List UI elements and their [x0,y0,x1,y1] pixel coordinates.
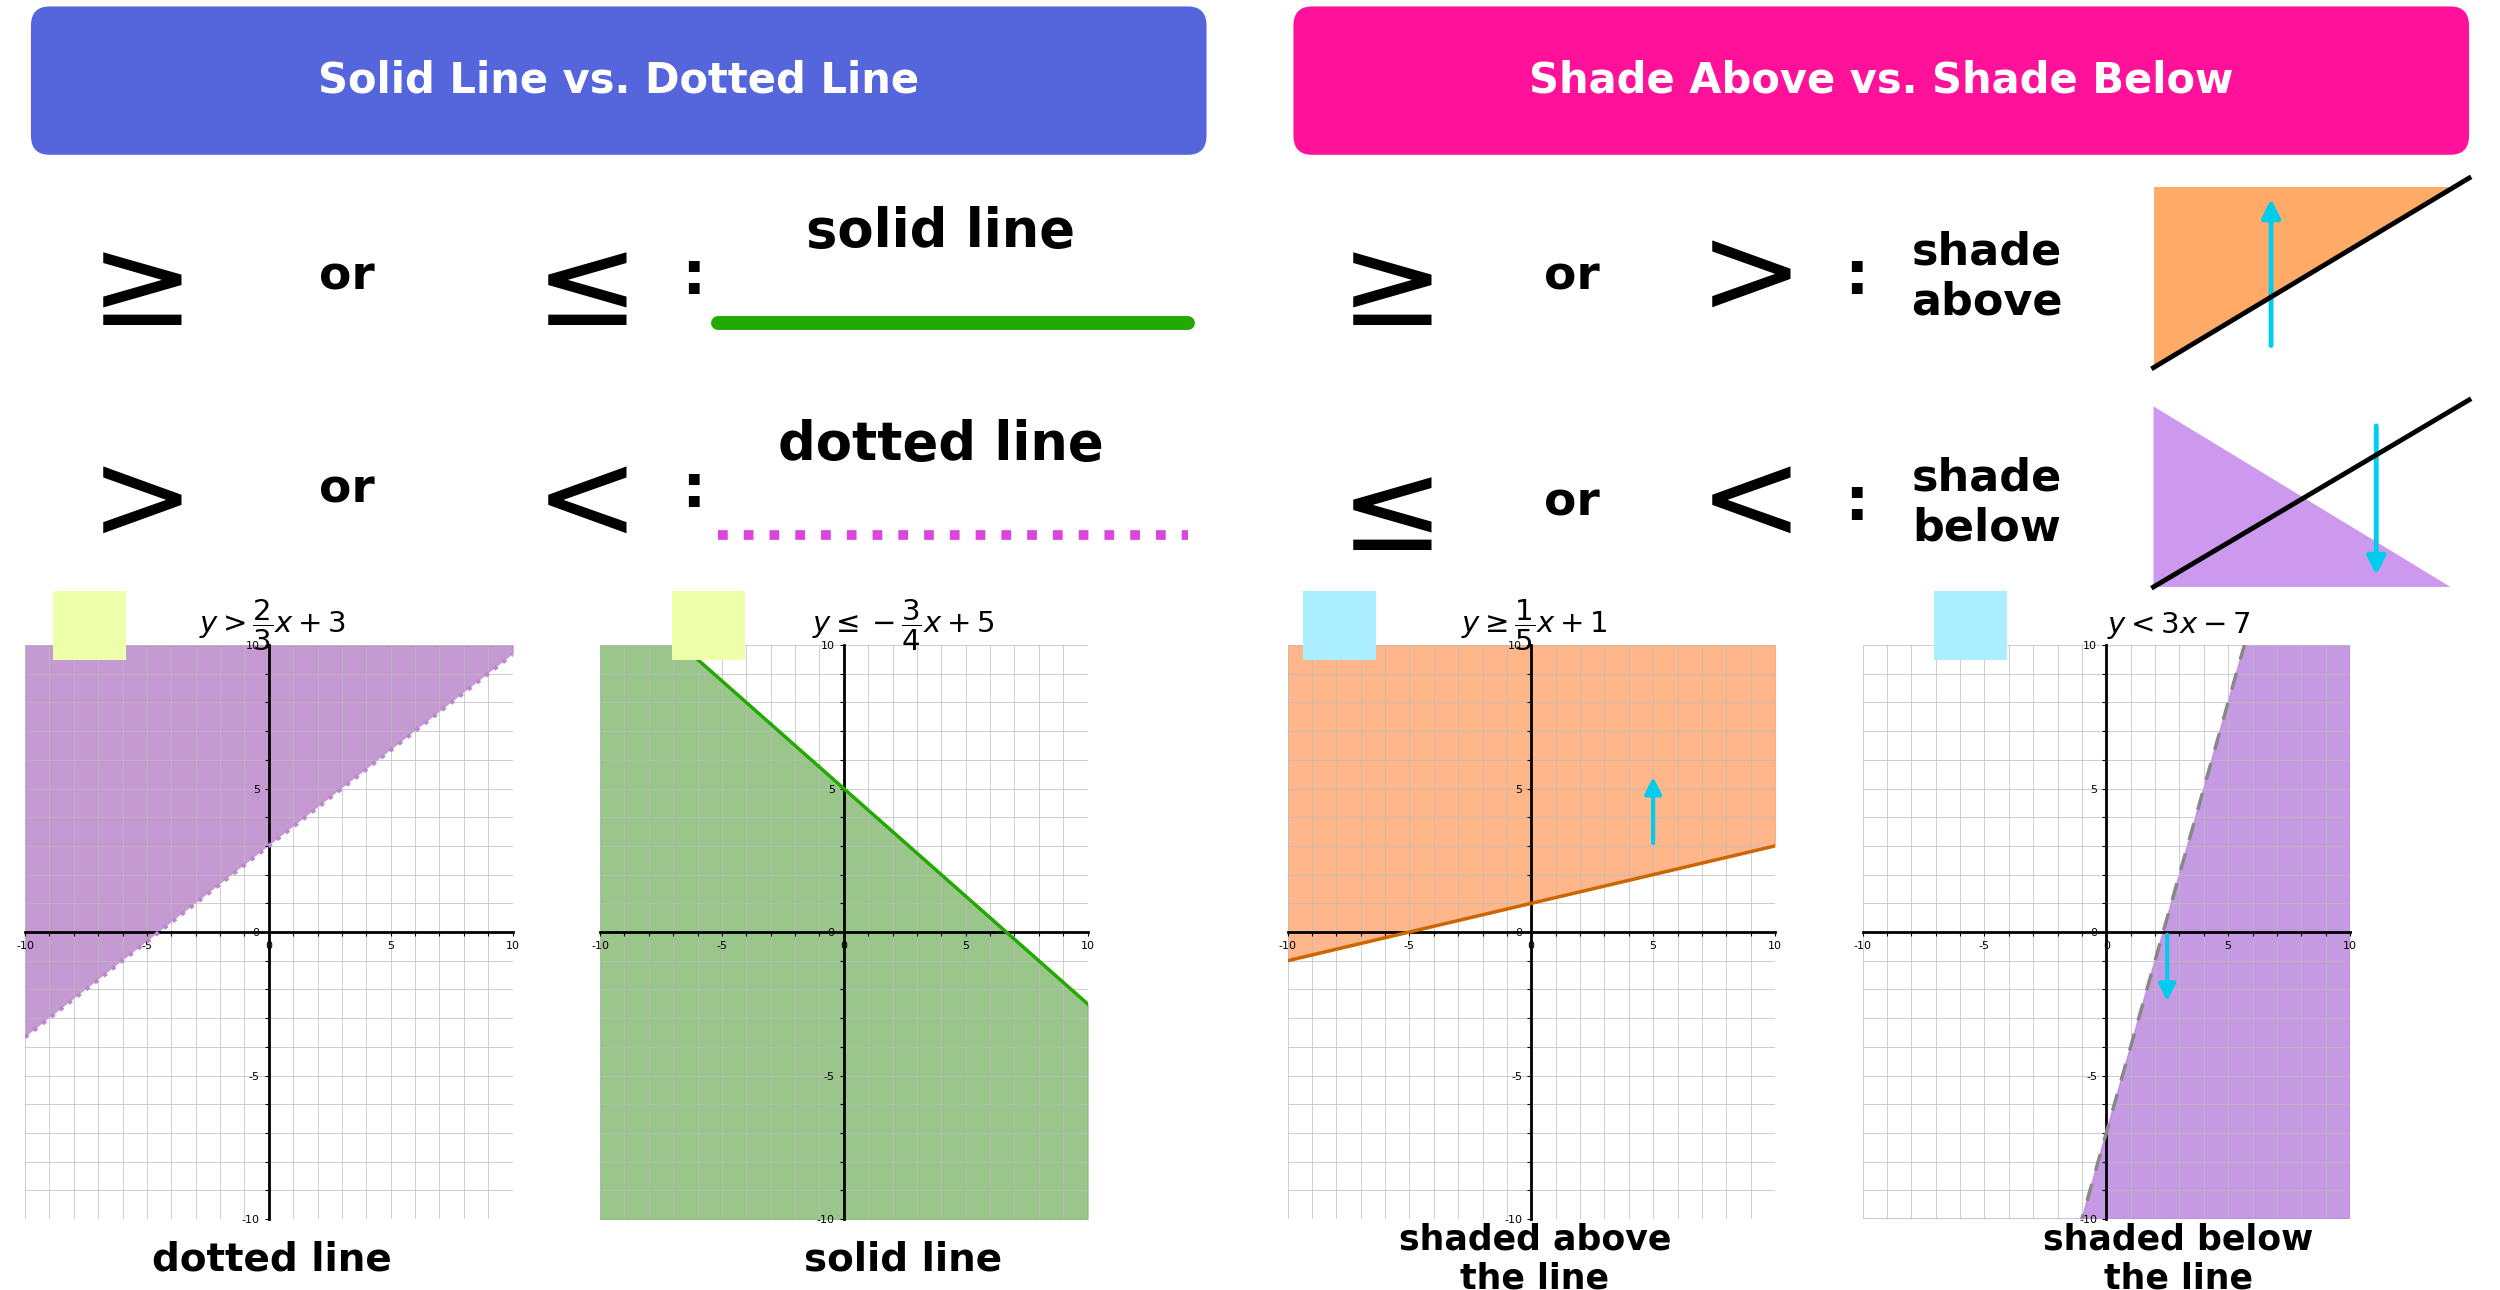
Text: $\leq$: $\leq$ [510,230,628,351]
Text: :: : [1845,473,1870,533]
FancyBboxPatch shape [1292,6,2470,155]
Polygon shape [2152,187,2450,368]
Text: :: : [680,461,705,520]
Polygon shape [2152,406,2450,587]
FancyBboxPatch shape [1302,591,1378,660]
Text: $<$: $<$ [510,442,628,564]
Text: shaded above
the line: shaded above the line [1398,1223,1670,1290]
FancyBboxPatch shape [30,6,1208,155]
Text: :: : [680,248,705,307]
Text: shaded below
the line: shaded below the line [2042,1223,2312,1290]
Text: :: : [1845,248,1870,307]
Text: $y > \dfrac{2}{3}x + 3$: $y > \dfrac{2}{3}x + 3$ [198,599,345,653]
FancyBboxPatch shape [672,591,745,660]
Text: $\geq$: $\geq$ [65,230,182,351]
Text: dotted line: dotted line [152,1240,392,1278]
Text: $\geq$: $\geq$ [1315,230,1432,351]
Text: $>$: $>$ [1675,217,1792,338]
Text: solid line: solid line [805,206,1075,258]
Text: or: or [1545,255,1600,299]
Text: or: or [1545,481,1600,525]
Text: or: or [318,255,375,299]
FancyBboxPatch shape [1935,591,2008,660]
Text: $y \geq \dfrac{1}{5}x + 1$: $y \geq \dfrac{1}{5}x + 1$ [1462,599,1608,653]
FancyBboxPatch shape [52,591,125,660]
Text: Shade Above vs. Shade Below: Shade Above vs. Shade Below [1530,59,2232,102]
Text: shade
above: shade above [1910,231,2062,324]
Text: $y < 3x - 7$: $y < 3x - 7$ [2108,610,2250,641]
Text: or: or [318,468,375,512]
Text: solid line: solid line [805,1240,1002,1278]
Text: $>$: $>$ [65,442,182,564]
Text: shade
below: shade below [1912,457,2062,550]
Text: $\leq$: $\leq$ [1315,455,1432,577]
Text: Solid Line vs. Dotted Line: Solid Line vs. Dotted Line [318,59,920,102]
Text: $<$: $<$ [1675,442,1792,564]
Text: $y \leq -\dfrac{3}{4}x + 5$: $y \leq -\dfrac{3}{4}x + 5$ [812,599,995,653]
Text: dotted line: dotted line [778,419,1102,471]
